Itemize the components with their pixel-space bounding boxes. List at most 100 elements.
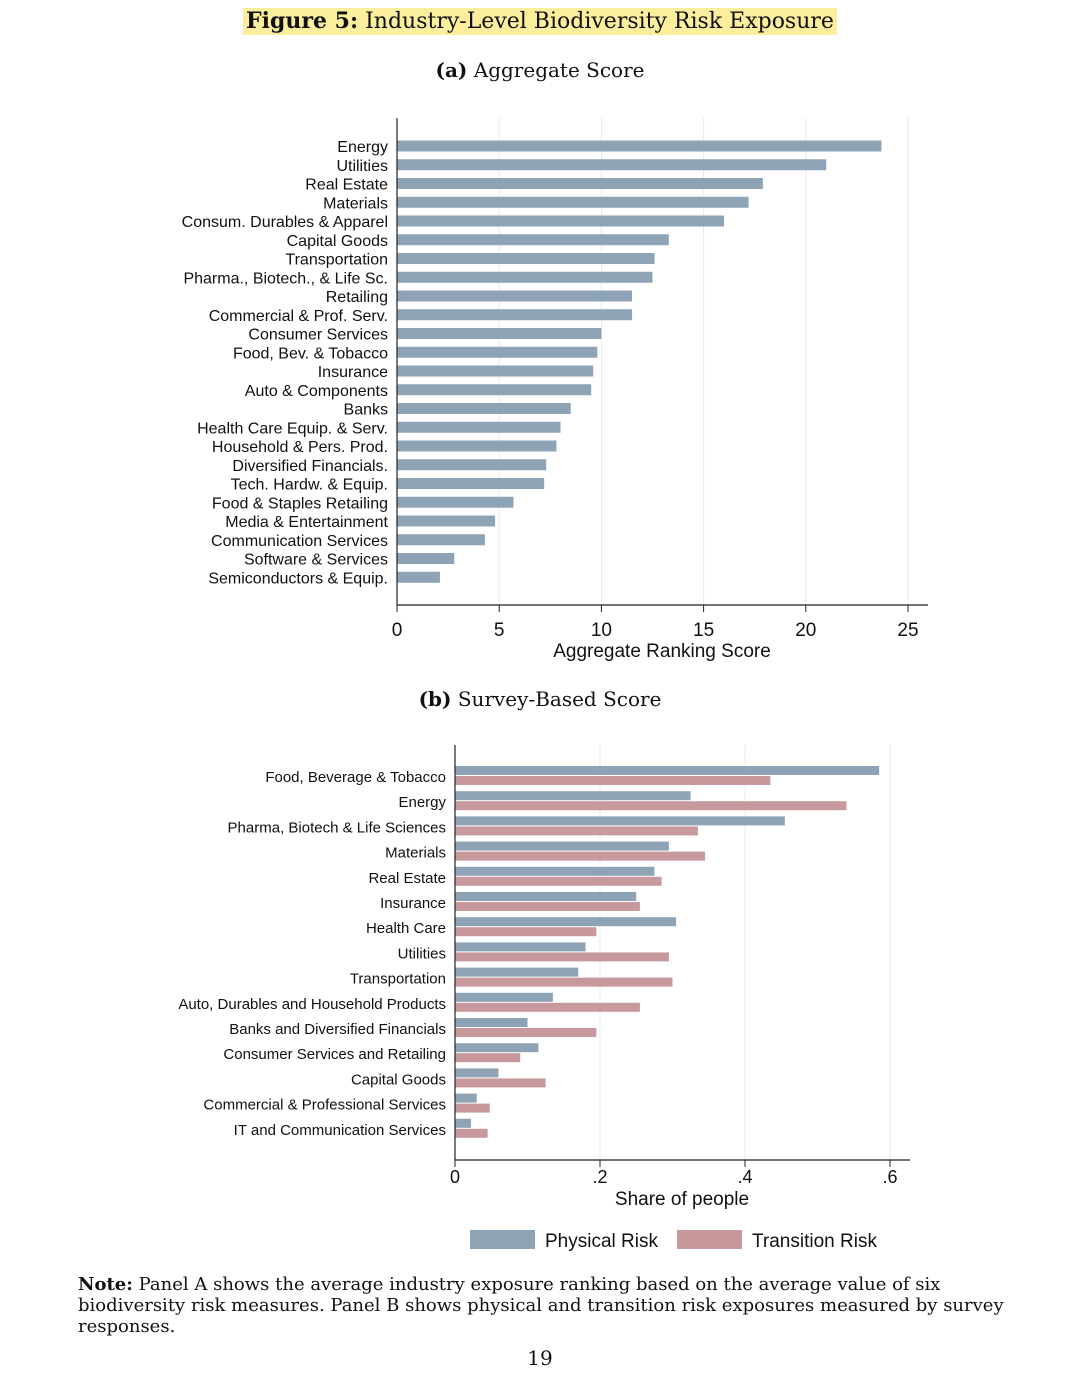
x-tick-label: 0: [450, 1167, 460, 1187]
x-tick-label: 0: [392, 620, 403, 641]
bar: [397, 459, 547, 471]
category-label: Banks: [344, 402, 388, 419]
panel-a-title-text: Aggregate Score: [473, 58, 645, 82]
bar: [397, 515, 496, 527]
category-label: Semiconductors & Equip.: [208, 570, 388, 587]
category-label: Transportation: [350, 971, 446, 988]
physical-risk-bar: [455, 1018, 528, 1027]
physical-risk-bar: [455, 766, 880, 775]
category-label: Consum. Durables & Apparel: [182, 214, 388, 231]
bar: [397, 159, 827, 171]
transition-risk-bar: [455, 876, 662, 886]
physical-risk-bar: [455, 1068, 499, 1078]
bar: [397, 140, 882, 152]
category-label: Food, Beverage & Tobacco: [265, 769, 446, 786]
physical-risk-bar: [455, 1043, 539, 1053]
x-tick-label: .6: [882, 1167, 897, 1187]
category-label: Energy: [398, 794, 446, 811]
category-label: Real Estate: [368, 870, 446, 887]
x-tick-label: 5: [494, 620, 505, 641]
transition-risk-bar: [455, 902, 640, 911]
physical-risk-bar: [455, 1093, 477, 1103]
transition-risk-bar: [455, 1002, 640, 1012]
category-label: Materials: [323, 195, 388, 212]
category-label: Food & Staples Retailing: [212, 495, 388, 512]
physical-risk-bar: [455, 992, 553, 1002]
category-label: Tech. Hardw. & Equip.: [231, 477, 388, 494]
category-label: Insurance: [380, 895, 446, 912]
x-tick-label: .4: [737, 1167, 752, 1187]
bar: [397, 328, 602, 339]
bar: [397, 571, 440, 583]
bar: [397, 271, 653, 283]
legend-label-transition: Transition Risk: [752, 1231, 877, 1252]
bar: [397, 178, 763, 189]
physical-risk-bar: [455, 816, 785, 826]
category-label: IT and Communication Services: [234, 1122, 446, 1139]
transition-risk-bar: [455, 1053, 521, 1063]
transition-risk-bar: [455, 826, 698, 836]
physical-risk-bar: [455, 917, 677, 927]
transition-risk-bar: [455, 1078, 546, 1088]
category-label: Health Care Equip. & Serv.: [197, 420, 388, 437]
figure-title-text: Industry-Level Biodiversity Risk Exposur…: [365, 9, 834, 34]
legend-swatch-physical: [470, 1230, 535, 1249]
panel-a-title: (a) Aggregate Score: [0, 58, 1080, 82]
figure-label: Figure 5:: [246, 8, 359, 34]
category-label: Auto, Durables and Household Products: [178, 996, 446, 1013]
bar: [397, 234, 669, 246]
transition-risk-bar: [455, 1128, 488, 1138]
transition-risk-bar: [455, 1103, 490, 1113]
x-tick-label: 15: [693, 620, 714, 641]
x-tick-label: 25: [897, 620, 918, 641]
category-label: Insurance: [318, 364, 388, 381]
physical-risk-bar: [455, 866, 655, 876]
category-label: Capital Goods: [287, 233, 388, 250]
category-label: Banks and Diversified Financials: [229, 1021, 446, 1038]
figure-note: Note: Panel A shows the average industry…: [78, 1274, 1023, 1337]
bar: [397, 196, 749, 208]
category-label: Materials: [385, 845, 446, 862]
bar: [397, 553, 455, 564]
physical-risk-bar: [455, 942, 586, 952]
bar: [397, 384, 592, 396]
physical-risk-bar: [455, 791, 691, 801]
transition-risk-bar: [455, 977, 673, 987]
category-label: Consumer Services and Retailing: [223, 1046, 446, 1063]
bar: [397, 215, 725, 227]
x-tick-label: .2: [592, 1167, 607, 1187]
category-label: Health Care: [366, 920, 446, 937]
x-tick-label: 10: [591, 620, 612, 641]
category-label: Utilities: [336, 158, 388, 175]
bar: [397, 478, 545, 489]
physical-risk-bar: [455, 967, 579, 977]
category-label: Retailing: [326, 289, 388, 306]
x-tick-label: 20: [795, 620, 816, 641]
note-text: Panel A shows the average industry expos…: [78, 1274, 1004, 1337]
panel-b-title: (b) Survey-Based Score: [0, 687, 1080, 711]
legend-swatch-transition: [677, 1230, 742, 1249]
bar: [397, 346, 598, 358]
x-axis-title: Share of people: [615, 1189, 749, 1210]
category-label: Consumer Services: [248, 327, 388, 344]
page-number: 19: [527, 1346, 553, 1370]
category-label: Software & Services: [244, 552, 388, 569]
category-label: Energy: [337, 139, 388, 156]
category-label: Media & Entertainment: [225, 514, 388, 531]
transition-risk-bar: [455, 952, 669, 962]
bar: [397, 534, 485, 546]
figure-title: Figure 5: Industry-Level Biodiversity Ri…: [0, 8, 1080, 35]
physical-risk-bar: [455, 892, 637, 901]
physical-risk-bar: [455, 841, 669, 851]
category-label: Capital Goods: [351, 1071, 446, 1088]
note-label: Note:: [78, 1274, 133, 1295]
panel-a-label: (a): [435, 58, 468, 82]
category-label: Household & Pers. Prod.: [212, 439, 388, 456]
x-axis-title: Aggregate Ranking Score: [553, 641, 771, 662]
transition-risk-bar: [455, 927, 597, 937]
category-label: Commercial & Professional Services: [203, 1097, 446, 1114]
transition-risk-bar: [455, 1028, 597, 1037]
transition-risk-bar: [455, 801, 847, 811]
category-label: Auto & Components: [245, 383, 388, 400]
